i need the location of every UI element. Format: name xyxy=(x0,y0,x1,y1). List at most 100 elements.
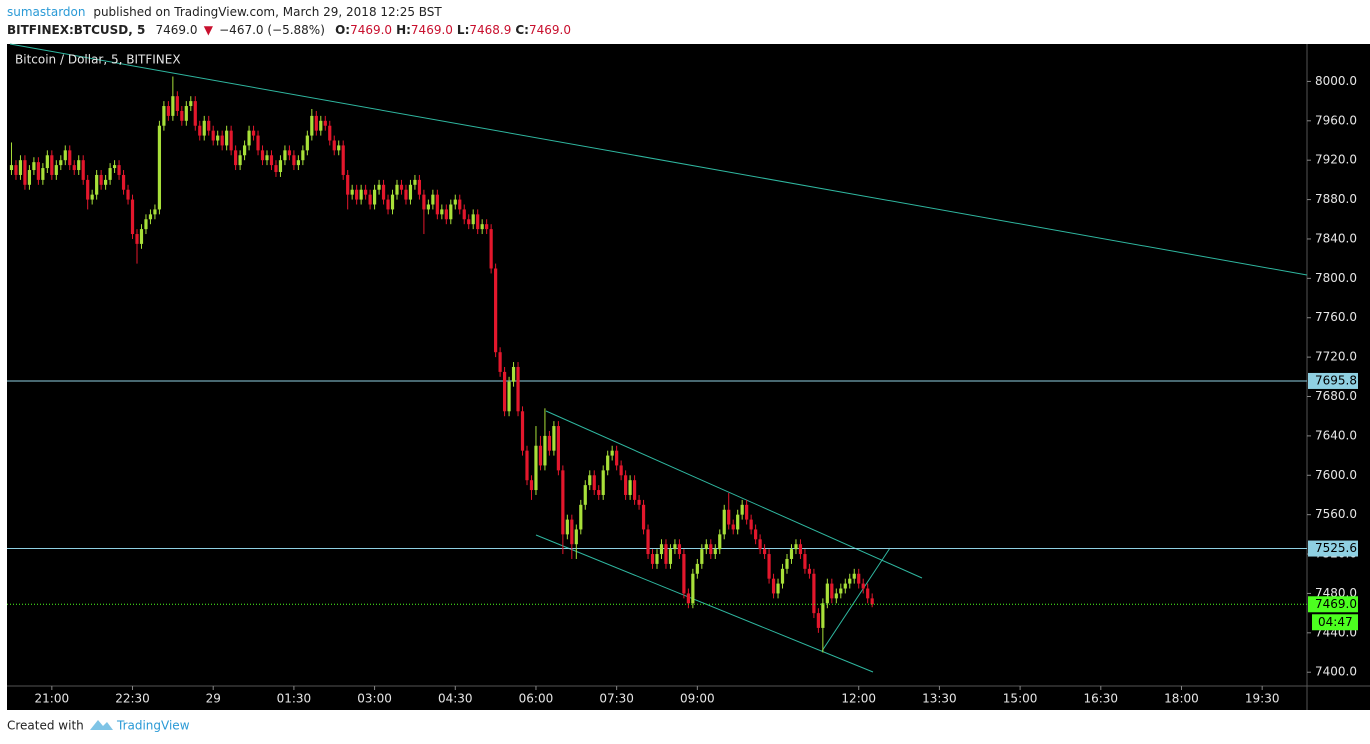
candle-body xyxy=(812,573,816,614)
candle-body xyxy=(278,160,283,173)
footer-brand[interactable]: TradingView xyxy=(116,719,190,733)
candle-body xyxy=(198,125,202,136)
x-tick-label: 06:00 xyxy=(519,692,554,706)
candle-body xyxy=(861,583,865,589)
level-label-bg xyxy=(1308,372,1358,389)
candle-body xyxy=(556,426,560,471)
candle-body xyxy=(440,209,444,215)
candle-body xyxy=(843,583,847,589)
candle-body xyxy=(588,475,592,486)
ohlc-label: L: xyxy=(457,23,469,37)
candle-body xyxy=(14,165,18,175)
candle-body xyxy=(866,588,870,599)
trend-line xyxy=(821,547,891,652)
brand-logo[interactable] xyxy=(90,720,113,730)
candle-body xyxy=(552,426,556,451)
candle-body xyxy=(50,155,54,175)
candle-body xyxy=(485,224,489,230)
candle-body xyxy=(390,194,395,210)
candle-body xyxy=(112,165,117,169)
candle-body xyxy=(381,184,386,200)
candle-body xyxy=(319,120,323,131)
candle-body xyxy=(870,598,874,605)
candle-body xyxy=(45,155,49,169)
candle-body xyxy=(704,544,708,550)
candle-body xyxy=(269,155,274,166)
candle-body xyxy=(771,578,776,594)
candle-body xyxy=(32,162,36,171)
candle-body xyxy=(597,490,601,495)
candle-body xyxy=(659,544,664,555)
candle-body xyxy=(81,160,85,180)
candle-body xyxy=(171,96,175,116)
candle-body xyxy=(99,174,103,185)
ohlc-label: H: xyxy=(396,23,411,37)
candle-body xyxy=(404,189,408,200)
x-tick-label: 09:00 xyxy=(680,692,715,706)
candle-body xyxy=(718,534,722,550)
level-label: 7525.6 xyxy=(1315,541,1357,555)
y-tick-label: 7720.0 xyxy=(1315,350,1357,364)
candle-body xyxy=(310,115,314,136)
candle-body xyxy=(561,470,565,535)
candle-body xyxy=(117,165,121,175)
candle-body xyxy=(543,435,547,466)
candle-body xyxy=(162,106,166,126)
candle-body xyxy=(364,189,368,195)
candle-body xyxy=(700,549,704,564)
candle-body xyxy=(471,214,475,225)
candle-body xyxy=(825,583,829,604)
y-tick-label: 7840.0 xyxy=(1315,231,1357,245)
candle-body xyxy=(377,184,381,190)
candle-body xyxy=(615,450,619,466)
author[interactable]: sumastardon xyxy=(7,5,86,19)
candle-body xyxy=(175,96,179,111)
candle-body xyxy=(749,519,753,530)
candle-body xyxy=(709,544,713,555)
candle-body xyxy=(722,509,726,535)
plot-bg xyxy=(7,44,1370,710)
candle-body xyxy=(610,450,614,456)
candle-body xyxy=(417,179,422,195)
candle-body xyxy=(713,549,717,555)
candle-body xyxy=(579,504,583,530)
candle-body xyxy=(130,199,135,235)
candle-body xyxy=(323,120,327,126)
candle-body xyxy=(108,168,112,180)
candle-body xyxy=(494,268,498,353)
candle-body xyxy=(691,573,695,604)
candle-body xyxy=(852,573,856,579)
candle-body xyxy=(63,150,67,161)
candle-body xyxy=(54,165,58,175)
candle-body xyxy=(413,179,417,185)
candle-body xyxy=(511,366,516,382)
candle-body xyxy=(260,150,265,161)
candle-body xyxy=(180,110,184,121)
countdown: 04:47 xyxy=(1318,615,1353,629)
candle-body xyxy=(426,204,430,210)
candle-body xyxy=(767,554,771,579)
candle-body xyxy=(758,539,762,550)
trend-line xyxy=(545,410,923,579)
candle-body xyxy=(229,130,233,151)
last: 7469.0 xyxy=(156,23,198,37)
candle-body xyxy=(251,130,256,136)
y-tick-label: 8000.0 xyxy=(1315,74,1357,88)
x-tick-label: 03:00 xyxy=(357,692,392,706)
candle-body xyxy=(785,558,789,569)
candle-body xyxy=(68,150,72,166)
candle-body xyxy=(121,174,126,190)
y-tick-label: 7560.0 xyxy=(1315,507,1357,521)
candle-body xyxy=(41,168,45,180)
symbol-line: BITFINEX:BTCUSD, 5 7469.0 ▼ −467.0 (−5.8… xyxy=(7,23,571,37)
candle-body xyxy=(686,593,690,604)
candle-body xyxy=(408,184,413,200)
candle-body xyxy=(583,485,587,505)
ohlc-label: C: xyxy=(515,23,529,37)
candle-body xyxy=(780,568,785,584)
candle-body xyxy=(72,165,76,171)
candle-body xyxy=(207,120,211,131)
candle-body xyxy=(346,174,350,195)
countdown-bg xyxy=(1312,614,1358,631)
y-tick-label: 7960.0 xyxy=(1315,113,1357,127)
